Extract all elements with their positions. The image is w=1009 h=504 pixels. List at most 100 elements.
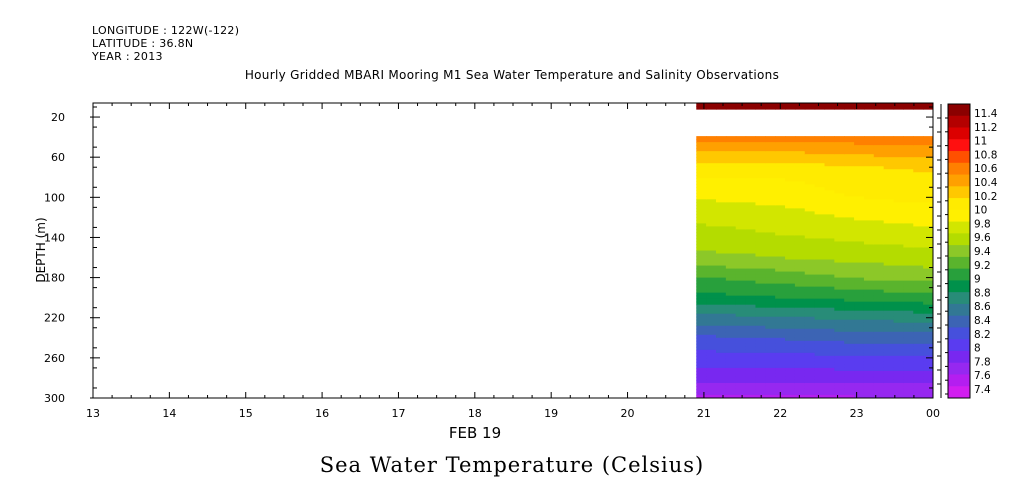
heatmap-cell — [824, 394, 835, 398]
heatmap-cell — [873, 370, 885, 375]
heatmap-cell — [814, 232, 826, 237]
heatmap-cell — [903, 394, 914, 398]
heatmap-cell — [765, 172, 776, 176]
heatmap-cell — [725, 388, 737, 393]
heatmap-cell — [913, 274, 924, 279]
heatmap-cell — [854, 142, 865, 146]
heatmap-cell — [794, 163, 806, 167]
heatmap-cell — [804, 175, 816, 179]
heatmap-cell — [844, 346, 855, 351]
colorbar-swatch — [948, 221, 970, 234]
heatmap-cell — [804, 256, 816, 261]
heatmap-cell — [903, 268, 914, 273]
heatmap-cell — [873, 373, 885, 378]
heatmap-cell — [804, 328, 816, 333]
heatmap-cell — [863, 328, 875, 333]
heatmap-cell — [765, 307, 776, 312]
heatmap-layer — [696, 103, 933, 398]
heatmap-cell — [755, 169, 766, 173]
heatmap-cell — [716, 214, 727, 218]
heatmap-cell — [824, 178, 835, 182]
heatmap-cell — [814, 184, 826, 188]
heatmap-cell — [883, 148, 895, 152]
heatmap-cell — [775, 214, 786, 218]
heatmap-cell — [745, 139, 757, 143]
heatmap-cell — [893, 106, 905, 110]
heatmap-cell — [863, 256, 875, 261]
heatmap-cell — [716, 235, 727, 240]
heatmap-cell — [903, 181, 914, 185]
heatmap-cell — [913, 205, 924, 209]
heatmap-cell — [844, 340, 855, 345]
heatmap-cell — [716, 316, 727, 321]
heatmap-cell — [745, 325, 757, 330]
heatmap-cell — [765, 331, 776, 336]
heatmap-cell — [716, 151, 727, 155]
heatmap-cell — [735, 379, 747, 384]
heatmap-cell — [903, 265, 914, 270]
heatmap-cell — [844, 157, 855, 161]
heatmap-cell — [735, 166, 747, 170]
heatmap-cell — [883, 178, 895, 182]
heatmap-cell — [755, 352, 766, 357]
heatmap-cell — [716, 307, 727, 312]
heatmap-cell — [794, 319, 806, 324]
heatmap-cell — [903, 187, 914, 191]
heatmap-cell — [765, 226, 776, 231]
heatmap-cell — [716, 313, 727, 318]
heatmap-cell — [903, 211, 914, 215]
heatmap-cell — [844, 382, 855, 387]
heatmap-cell — [804, 151, 816, 155]
heatmap-cell — [903, 196, 914, 200]
heatmap-cell — [745, 316, 757, 321]
heatmap-cell — [824, 202, 835, 206]
heatmap-cell — [785, 367, 796, 372]
heatmap-cell — [923, 373, 933, 378]
heatmap-cell — [913, 313, 924, 318]
heatmap-cell — [883, 265, 895, 270]
heatmap-cell — [883, 223, 895, 228]
heatmap-cell — [923, 157, 933, 161]
heatmap-cell — [716, 241, 727, 246]
heatmap-cell — [765, 358, 776, 363]
heatmap-cell — [824, 313, 835, 318]
heatmap-cell — [923, 145, 933, 149]
heatmap-cell — [725, 232, 737, 237]
heatmap-cell — [735, 250, 747, 255]
heatmap-cell — [923, 319, 933, 324]
heatmap-cell — [706, 340, 717, 345]
heatmap-cell — [765, 343, 776, 348]
heatmap-cell — [824, 142, 835, 146]
heatmap-cell — [725, 349, 737, 354]
longitude-label: LONGITUDE : 122W(-122) — [92, 24, 240, 37]
heatmap-cell — [883, 292, 895, 297]
heatmap-cell — [755, 385, 766, 390]
heatmap-cell — [706, 346, 717, 351]
heatmap-cell — [893, 187, 905, 191]
heatmap-cell — [824, 280, 835, 285]
heatmap-cell — [725, 259, 737, 264]
heatmap-cell — [814, 172, 826, 176]
heatmap-cell — [893, 277, 905, 282]
heatmap-cell — [893, 235, 905, 240]
heatmap-cell — [794, 256, 806, 261]
heatmap-cell — [873, 103, 885, 107]
heatmap-cell — [775, 289, 786, 294]
colorbar-label: 8 — [974, 343, 981, 355]
heatmap-cell — [844, 193, 855, 197]
heatmap-cell — [893, 310, 905, 315]
heatmap-cell — [706, 388, 717, 393]
heatmap-cell — [794, 271, 806, 276]
heatmap-cell — [706, 247, 717, 252]
heatmap-cell — [785, 265, 796, 270]
heatmap-cell — [923, 106, 933, 110]
heatmap-cell — [844, 211, 855, 215]
heatmap-cell — [923, 352, 933, 357]
heatmap-cell — [775, 316, 786, 321]
heatmap-cell — [765, 247, 776, 252]
heatmap-cell — [883, 388, 895, 393]
heatmap-cell — [834, 331, 845, 336]
heatmap-cell — [735, 253, 747, 258]
heatmap-cell — [883, 313, 895, 318]
